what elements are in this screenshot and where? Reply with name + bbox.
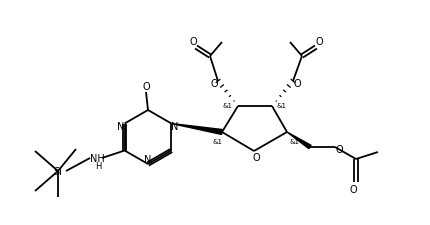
Text: &1: &1 [222,103,233,108]
Text: O: O [314,37,322,47]
Text: &1: &1 [276,103,286,108]
Text: Si: Si [53,166,62,176]
Text: &1: &1 [212,138,222,144]
Polygon shape [171,124,222,135]
Text: O: O [189,37,197,47]
Text: O: O [348,184,356,194]
Text: NH: NH [89,153,104,163]
Text: N: N [170,122,178,132]
Text: H: H [95,162,101,171]
Text: O: O [210,79,217,89]
Text: N: N [144,154,151,164]
Text: O: O [335,144,342,154]
Polygon shape [286,132,310,149]
Text: N: N [117,122,124,132]
Text: O: O [292,79,300,89]
Text: &1: &1 [289,138,299,144]
Text: O: O [252,152,259,162]
Text: O: O [142,82,150,92]
